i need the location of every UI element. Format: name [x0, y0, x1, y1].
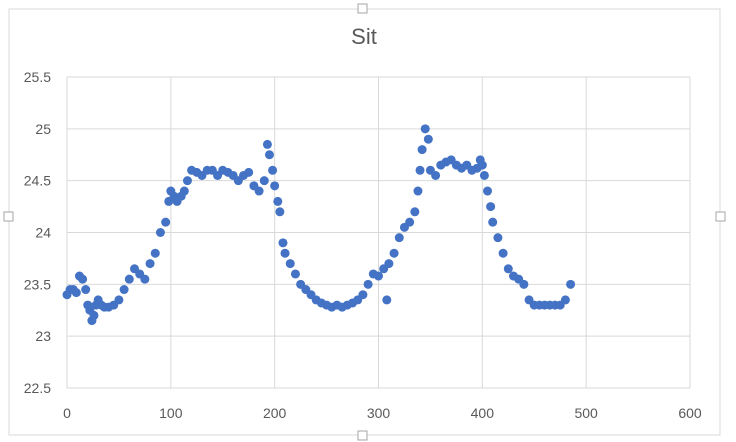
data-point	[244, 167, 254, 177]
data-point	[285, 259, 295, 269]
data-point	[420, 124, 430, 134]
data-point	[268, 165, 278, 175]
data-point	[417, 145, 427, 155]
x-tick-label: 500	[574, 405, 598, 421]
data-point	[155, 228, 165, 237]
resize-handle-right[interactable]	[715, 211, 726, 222]
data-point	[161, 217, 171, 227]
data-point	[486, 202, 496, 212]
data-point	[78, 274, 88, 284]
data-point	[71, 288, 81, 298]
data-point	[363, 279, 373, 289]
data-point	[278, 238, 288, 248]
chart-border	[8, 8, 721, 436]
data-point	[145, 259, 155, 269]
y-tick-label: 23	[35, 328, 51, 344]
y-axis-tick-labels: 22.5 23 23.5 24 24.5 25 25.5	[24, 69, 51, 396]
resize-handle-left[interactable]	[3, 211, 14, 222]
data-point	[498, 248, 508, 258]
data-point	[423, 134, 433, 144]
data-point	[290, 269, 300, 279]
data-point	[431, 170, 441, 180]
data-point	[483, 186, 493, 196]
x-tick-label: 300	[367, 405, 391, 421]
x-tick-label: 200	[263, 405, 287, 421]
data-point	[262, 139, 272, 149]
x-tick-label: 0	[63, 405, 71, 421]
data-point	[140, 274, 150, 284]
data-point	[477, 160, 487, 170]
data-point	[89, 310, 99, 320]
x-tick-label: 400	[471, 405, 495, 421]
y-tick-label: 25	[35, 121, 51, 137]
data-point	[150, 248, 160, 258]
data-point	[358, 290, 368, 300]
data-point	[182, 176, 192, 186]
data-point	[389, 248, 399, 258]
data-point	[488, 217, 498, 227]
data-point	[270, 181, 280, 191]
data-point	[384, 259, 394, 269]
data-point	[503, 264, 513, 274]
data-point	[493, 233, 503, 243]
y-tick-label: 24.5	[24, 173, 51, 189]
data-point	[275, 207, 285, 217]
data-point	[560, 295, 570, 305]
data-point	[374, 271, 383, 281]
y-tick-label: 22.5	[24, 380, 51, 396]
data-point	[566, 279, 576, 289]
gridlines	[66, 76, 691, 389]
data-point	[519, 279, 529, 289]
data-point	[410, 207, 420, 217]
data-point	[413, 186, 423, 196]
data-point	[280, 248, 290, 258]
y-tick-label: 24	[35, 225, 51, 241]
data-point	[394, 233, 404, 243]
y-tick-label: 25.5	[24, 69, 51, 85]
resize-handle-bottom[interactable]	[357, 430, 368, 441]
data-points	[62, 124, 576, 326]
y-tick-label: 23.5	[24, 276, 51, 292]
data-point	[114, 295, 124, 305]
data-point	[479, 170, 489, 180]
data-point	[124, 274, 134, 284]
resize-handle-top[interactable]	[357, 3, 368, 14]
data-point	[264, 150, 274, 160]
x-axis-tick-labels: 0 100 200 300 400 500 600	[63, 405, 702, 421]
data-point	[273, 196, 283, 206]
data-point	[382, 295, 392, 305]
data-point	[259, 176, 269, 186]
chart-title: Sit	[351, 24, 377, 49]
data-point	[254, 186, 264, 196]
data-point	[179, 186, 189, 196]
x-tick-label: 100	[159, 405, 183, 421]
data-point	[81, 285, 91, 295]
x-tick-label: 600	[678, 405, 702, 421]
data-point	[405, 217, 415, 227]
data-point	[119, 285, 129, 295]
data-point	[415, 165, 425, 175]
